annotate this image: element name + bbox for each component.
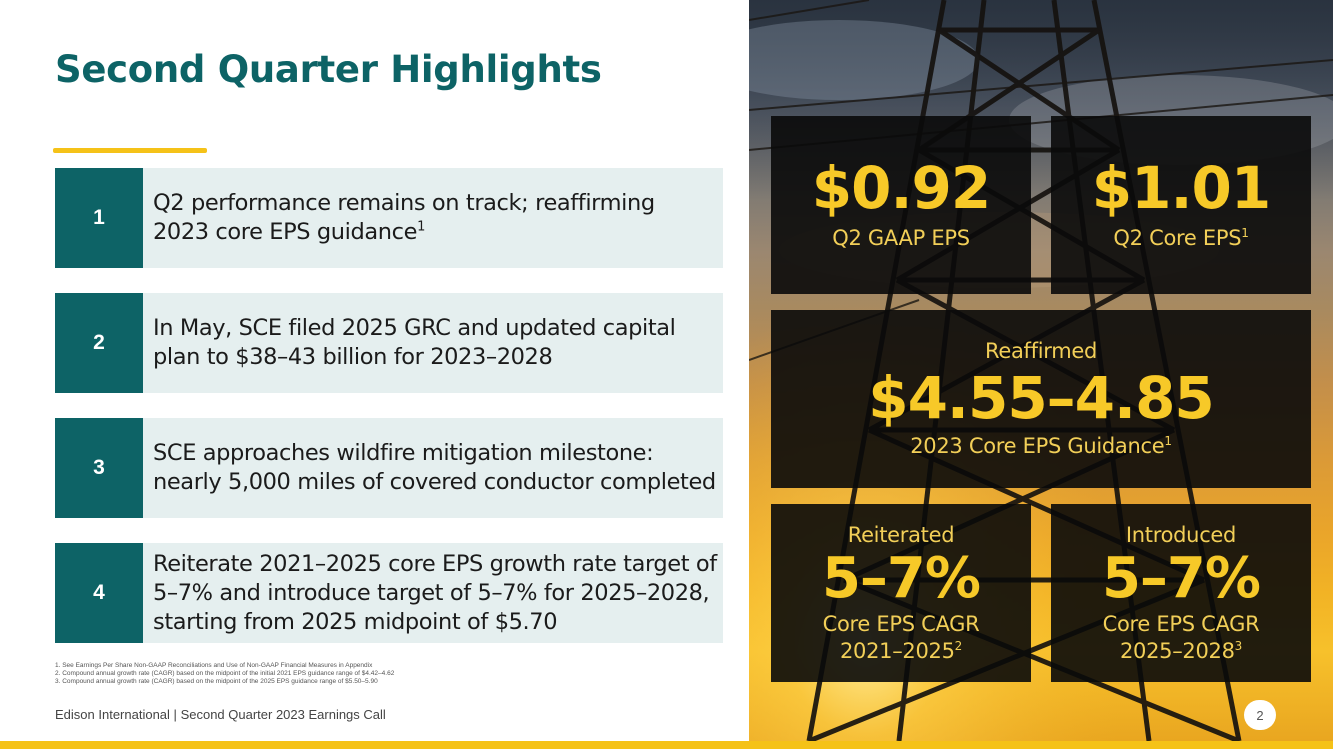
footnote-ref: 1 — [417, 219, 425, 235]
highlight-line: starting from 2025 midpoint of $5.70 — [153, 608, 558, 635]
cagr-2021-period: 2021–20252 — [840, 638, 962, 665]
highlight-line: 5–7% and introduce target of 5–7% for 20… — [153, 579, 710, 606]
highlight-text: Q2 performance remains on track; reaffir… — [143, 189, 661, 247]
highlight-text: SCE approaches wildfire mitigation miles… — [143, 439, 722, 497]
core-eps-label-text: Q2 Core EPS — [1113, 225, 1242, 250]
highlight-line: 2023 core EPS guidance1 — [153, 218, 655, 247]
highlight-item-3: 3 SCE approaches wildfire mitigation mil… — [55, 418, 723, 518]
cagr-2021-label: Core EPS CAGR — [822, 611, 980, 636]
card-core-eps: $1.01 Q2 Core EPS1 — [1051, 116, 1311, 294]
footer-company: Edison International — [55, 707, 170, 722]
highlight-line: Reiterate 2021–2025 core EPS growth rate… — [153, 550, 717, 577]
slide-footer: Edison International | Second Quarter 20… — [55, 707, 386, 722]
highlight-text: In May, SCE filed 2025 GRC and updated c… — [143, 314, 682, 372]
highlight-line: In May, SCE filed 2025 GRC and updated c… — [153, 315, 676, 341]
highlight-number: 4 — [55, 543, 143, 643]
slide-title: Second Quarter Highlights — [55, 48, 602, 91]
gaap-eps-label: Q2 GAAP EPS — [832, 225, 970, 250]
footnote-ref: 1 — [1241, 225, 1249, 240]
cagr-2025-status: Introduced — [1125, 522, 1237, 547]
cagr-2025-period-text: 2025–2028 — [1119, 638, 1235, 663]
highlight-item-4: 4 Reiterate 2021–2025 core EPS growth ra… — [55, 543, 723, 643]
highlight-number: 3 — [55, 418, 143, 518]
cagr-2025-label: Core EPS CAGR — [1102, 611, 1260, 636]
bottom-accent-bar — [0, 741, 1333, 749]
footnote-ref: 3 — [1234, 638, 1243, 653]
title-underline — [53, 148, 207, 153]
page-number: 2 — [1244, 700, 1276, 730]
footnote-ref: 2 — [954, 638, 963, 653]
gaap-eps-value: $0.92 — [811, 153, 991, 222]
highlight-item-2: 2 In May, SCE filed 2025 GRC and updated… — [55, 293, 723, 393]
footnote-ref: 1 — [1164, 434, 1172, 448]
guidance-value: $4.55–4.85 — [868, 364, 1215, 432]
cagr-2021-value: 5–7% — [821, 545, 981, 611]
highlight-line: SCE approaches wildfire mitigation miles… — [153, 440, 654, 466]
core-eps-label: Q2 Core EPS1 — [1113, 225, 1248, 252]
card-cagr-2021-2025: Reiterated 5–7% Core EPS CAGR 2021–20252 — [771, 504, 1031, 682]
footer-separator: | — [173, 707, 177, 722]
highlight-text: Reiterate 2021–2025 core EPS growth rate… — [143, 550, 723, 637]
guidance-label-text: 2023 Core EPS Guidance — [910, 434, 1165, 458]
cagr-2025-value: 5–7% — [1101, 545, 1261, 611]
card-cagr-2025-2028: Introduced 5–7% Core EPS CAGR 2025–20283 — [1051, 504, 1311, 682]
cagr-2021-period-text: 2021–2025 — [839, 638, 955, 663]
highlight-line: plan to $38–43 billion for 2023–2028 — [153, 344, 553, 370]
guidance-status: Reaffirmed — [984, 339, 1098, 363]
highlight-item-1: 1 Q2 performance remains on track; reaff… — [55, 168, 723, 268]
highlight-number: 1 — [55, 168, 143, 268]
footnotes: 1. See Earnings Per Share Non-GAAP Recon… — [55, 662, 394, 686]
footnote: 2. Compound annual growth rate (CAGR) ba… — [55, 670, 395, 677]
cagr-2025-period: 2025–20283 — [1120, 638, 1242, 665]
guidance-label: 2023 Core EPS Guidance1 — [910, 433, 1172, 460]
footnote: 1. See Earnings Per Share Non-GAAP Recon… — [55, 662, 373, 669]
card-gaap-eps: $0.92 Q2 GAAP EPS — [771, 116, 1031, 294]
highlight-line-text: 2023 core EPS guidance — [153, 219, 418, 245]
footnote: 3. Compound annual growth rate (CAGR) ba… — [55, 678, 378, 685]
highlight-line: nearly 5,000 miles of covered conductor … — [153, 469, 716, 495]
highlight-line: Q2 performance remains on track; reaffir… — [153, 190, 655, 216]
footer-event: Second Quarter 2023 Earnings Call — [180, 707, 386, 722]
highlight-number: 2 — [55, 293, 143, 393]
core-eps-value: $1.01 — [1091, 153, 1271, 222]
card-eps-guidance: Reaffirmed $4.55–4.85 2023 Core EPS Guid… — [771, 310, 1311, 488]
cagr-2021-status: Reiterated — [847, 522, 955, 547]
